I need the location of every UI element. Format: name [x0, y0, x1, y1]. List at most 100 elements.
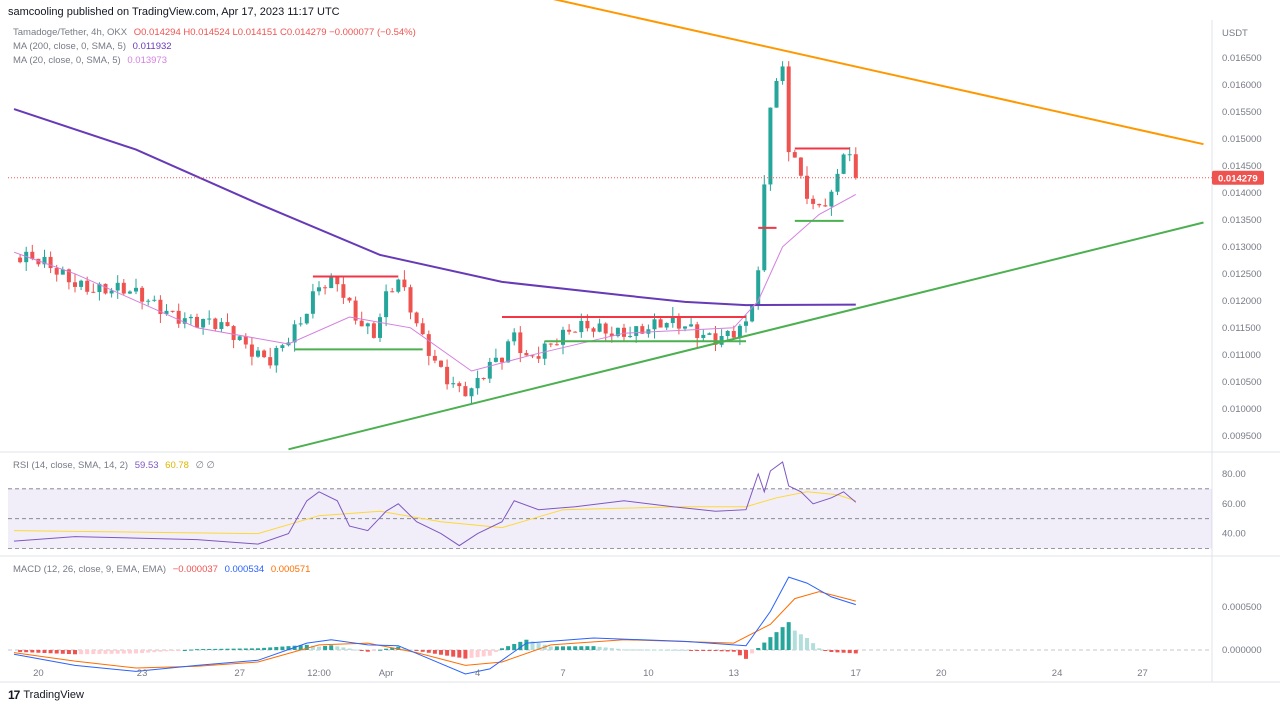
symbol-name[interactable]: Tamadoge/Tether, 4h, OKX: [13, 27, 128, 38]
axis-currency: USDT: [1222, 28, 1248, 39]
macd-histogram-bar: [548, 646, 553, 650]
price-tick-label: 0.014500: [1222, 161, 1262, 172]
macd-histogram-bar: [481, 650, 486, 657]
candle-body: [274, 347, 279, 366]
candle-body: [213, 318, 218, 329]
ma20-legend[interactable]: MA (20, close, 0, SMA, 5) 0.013973: [13, 55, 171, 66]
price-tick-label: 0.012000: [1222, 296, 1262, 307]
ma20-line: [13, 193, 857, 372]
candle-body: [664, 323, 669, 328]
candle-body: [554, 344, 559, 346]
candle-body: [609, 333, 614, 337]
macd-histogram-bar: [798, 634, 803, 650]
candle-body: [18, 257, 23, 263]
candle-body: [414, 312, 419, 324]
macd-histogram-bar: [408, 649, 413, 651]
candle-body: [573, 331, 578, 333]
macd-label: MACD (12, 26, close, 9, EMA, EMA): [13, 564, 167, 575]
macd-histogram-bar: [164, 650, 169, 652]
candle-body: [103, 283, 108, 294]
macd-histogram-bar: [390, 647, 395, 650]
ascending-trendline: [288, 221, 1204, 451]
candle-body: [439, 360, 443, 367]
rsi-legend[interactable]: RSI (14, close, SMA, 14, 2) 59.53 60.78 …: [13, 460, 219, 471]
candle-body: [109, 290, 114, 294]
macd-histogram-bar: [262, 647, 267, 650]
candle-body: [140, 287, 145, 302]
macd-histogram-bar: [664, 649, 669, 651]
candle-body: [207, 318, 212, 320]
macd-histogram-bar: [91, 650, 96, 655]
macd-histogram-bar: [750, 650, 755, 654]
candle-body: [774, 80, 779, 108]
macd-histogram-bar: [329, 645, 334, 650]
candle-body: [384, 291, 389, 318]
candle-body: [634, 326, 639, 336]
macd-histogram-bar: [847, 650, 852, 654]
tradingview-footer: 17 TradingView: [8, 688, 84, 702]
macd-histogram-bar: [48, 650, 53, 654]
candle-body: [426, 334, 431, 356]
macd-histogram-bar: [359, 650, 364, 651]
candle-body: [457, 383, 462, 387]
ma200-legend[interactable]: MA (200, close, 0, SMA, 5) 0.011932: [13, 41, 176, 52]
macd-histogram-bar: [609, 648, 614, 650]
macd-histogram-bar: [561, 646, 565, 650]
candle-body: [60, 269, 65, 275]
price-tick-label: 0.012500: [1222, 269, 1262, 280]
macd-histogram-bar: [451, 650, 456, 657]
macd-histogram-bar: [463, 650, 468, 659]
macd-histogram-bar: [780, 627, 785, 650]
candle-body: [365, 323, 370, 327]
ma200-label: MA (200, close, 0, SMA, 5): [13, 41, 126, 52]
macd-legend[interactable]: MACD (12, 26, close, 9, EMA, EMA) −0.000…: [13, 564, 314, 575]
macd-histogram-bar: [530, 641, 535, 650]
candle-body: [853, 154, 858, 178]
time-tick-label: Apr: [379, 668, 394, 679]
macd-histogram-bar: [737, 650, 742, 656]
macd-histogram-bar: [524, 639, 529, 650]
macd-histogram-bar: [731, 650, 736, 652]
candle-body: [481, 377, 486, 379]
rsi-tick-label: 60.00: [1222, 499, 1246, 510]
candle-body: [329, 277, 334, 289]
candle-body: [85, 280, 90, 292]
macd-histogram-bar: [231, 648, 236, 650]
macd-histogram-bar: [811, 643, 816, 650]
macd-histogram-bar: [140, 650, 145, 653]
macd-histogram-bar: [658, 649, 663, 651]
macd-histogram-bar: [695, 650, 700, 651]
candle-body: [451, 383, 456, 385]
macd-histogram-bar: [683, 649, 687, 651]
macd-histogram-bar: [487, 650, 492, 656]
macd-histogram-bar: [268, 647, 273, 650]
candle-body: [66, 269, 71, 283]
candle-body: [432, 355, 437, 361]
candle-body: [731, 330, 736, 338]
candle-body: [469, 388, 474, 397]
macd-histogram-bar: [280, 646, 285, 650]
macd-histogram-bar: [835, 650, 840, 653]
candle-body: [195, 316, 199, 328]
macd-histogram-bar: [744, 650, 748, 659]
rsi-tick-label: 80.00: [1222, 469, 1246, 480]
candle-body: [73, 282, 77, 287]
candle-body: [176, 310, 181, 324]
macd-histogram-bar: [768, 637, 773, 650]
macd-histogram-bar: [396, 646, 401, 650]
candle-body: [737, 325, 742, 338]
ma200-value: 0.011932: [132, 41, 172, 52]
time-tick-label: 12:00: [307, 668, 331, 679]
candle-body: [371, 323, 376, 338]
candle-body: [676, 316, 681, 329]
candle-body: [841, 154, 846, 174]
candle-body: [219, 322, 224, 329]
macd-histogram-bar: [134, 650, 138, 654]
candle-body: [512, 332, 517, 342]
macd-histogram-bar: [85, 650, 90, 655]
price-tick-label: 0.016500: [1222, 53, 1262, 64]
macd-histogram-bar: [158, 650, 163, 652]
macd-histogram-bar: [713, 650, 718, 651]
candle-body: [725, 330, 730, 337]
